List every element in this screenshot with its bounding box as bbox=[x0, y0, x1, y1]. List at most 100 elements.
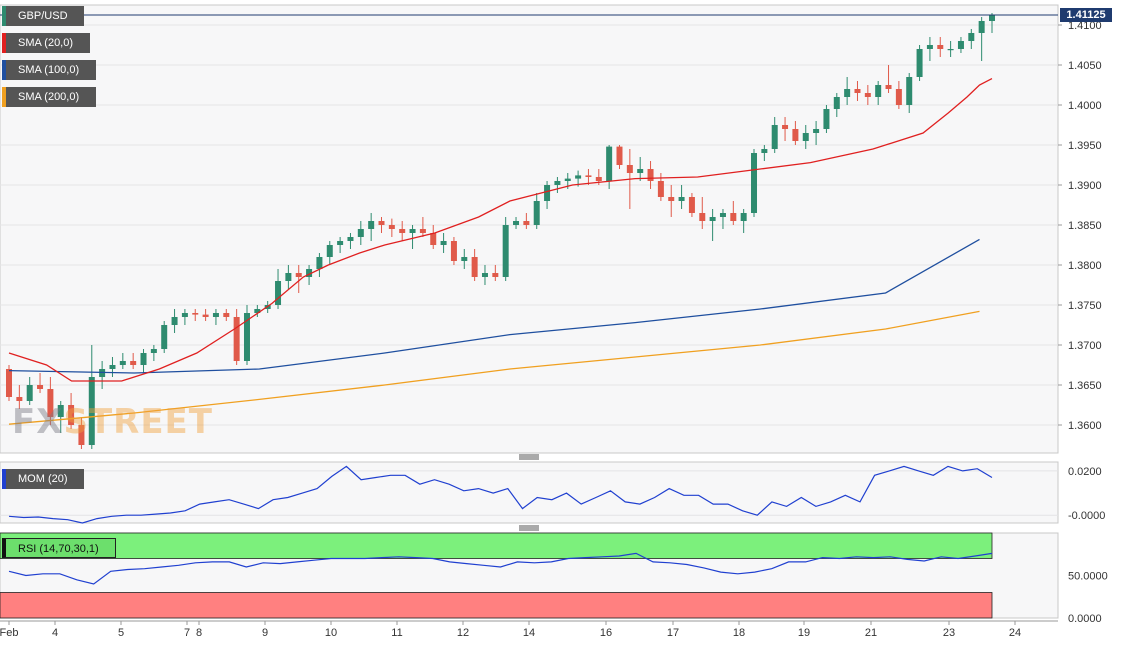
candle bbox=[709, 209, 716, 241]
price-tick-label: 1.4000 bbox=[1068, 100, 1102, 112]
candle-body bbox=[368, 221, 375, 229]
rsi-overbought-band bbox=[0, 532, 993, 559]
candle bbox=[450, 237, 457, 265]
candle bbox=[337, 237, 344, 253]
candle-body bbox=[347, 237, 354, 241]
candle-body bbox=[140, 353, 147, 365]
candle bbox=[461, 249, 468, 269]
price-tick-label: 1.3750 bbox=[1068, 300, 1102, 312]
candle-body bbox=[957, 41, 964, 49]
candle bbox=[926, 37, 933, 61]
mom-rsi-divider[interactable] bbox=[519, 525, 539, 531]
candle-body bbox=[833, 97, 840, 109]
candle-body bbox=[285, 273, 292, 281]
price-panel bbox=[0, 4, 1059, 454]
candle bbox=[119, 353, 126, 369]
candle bbox=[699, 197, 706, 229]
candle-body bbox=[595, 177, 602, 181]
price-mom-divider[interactable] bbox=[519, 454, 539, 460]
candle-body bbox=[37, 385, 44, 389]
candle-body bbox=[885, 85, 892, 89]
candle bbox=[688, 193, 695, 217]
candle bbox=[637, 157, 644, 181]
candle bbox=[782, 117, 789, 141]
candle bbox=[254, 305, 261, 317]
rsi-tick-label: 50.0000 bbox=[1068, 571, 1108, 583]
candle-body bbox=[419, 229, 426, 233]
fxstreet-watermark: FXSTREET bbox=[12, 402, 213, 442]
candle-body bbox=[461, 257, 468, 261]
x-tick-label: 14 bbox=[522, 627, 536, 639]
sma20-legend[interactable]: SMA (20,0) bbox=[2, 33, 90, 53]
candle-body bbox=[647, 169, 654, 181]
sma100-line bbox=[8, 238, 980, 374]
candle bbox=[88, 345, 95, 449]
candle bbox=[26, 377, 33, 405]
last-price-tag: 1.41125 bbox=[1060, 8, 1112, 22]
candle-body bbox=[502, 225, 509, 277]
candle bbox=[533, 193, 540, 229]
price-tick-label: 1.3900 bbox=[1068, 180, 1102, 192]
candle-body bbox=[740, 213, 747, 221]
candle bbox=[864, 85, 871, 105]
candle-body bbox=[68, 405, 75, 425]
candle-body bbox=[947, 49, 954, 51]
candle bbox=[347, 233, 354, 249]
candle-body bbox=[450, 241, 457, 261]
candle-body bbox=[699, 213, 706, 221]
candle-body bbox=[130, 361, 137, 365]
candle-body bbox=[875, 85, 882, 97]
candle-body bbox=[192, 313, 199, 315]
candle-body bbox=[668, 197, 675, 201]
mom-tick-label: 0.0200 bbox=[1068, 466, 1102, 478]
candle bbox=[430, 225, 437, 249]
candle bbox=[316, 253, 323, 277]
x-tick-label: 8 bbox=[195, 627, 203, 639]
candle-body bbox=[761, 149, 768, 153]
candle bbox=[523, 213, 530, 229]
symbol-legend[interactable]: GBP/USD bbox=[2, 6, 84, 26]
candle-body bbox=[119, 361, 126, 365]
candle-body bbox=[481, 273, 488, 277]
candle-body bbox=[181, 313, 188, 317]
candle-body bbox=[544, 185, 551, 201]
candle bbox=[357, 221, 364, 245]
candle-body bbox=[254, 309, 261, 313]
x-tick-label: 24 bbox=[1008, 627, 1022, 639]
candle-body bbox=[771, 125, 778, 149]
rsi-tick-label: 0.0000 bbox=[1068, 613, 1102, 625]
candle bbox=[813, 121, 820, 145]
candle bbox=[481, 265, 488, 285]
candle-body bbox=[782, 125, 789, 129]
candle-body bbox=[637, 169, 644, 173]
candle bbox=[306, 265, 313, 285]
candle bbox=[719, 209, 726, 229]
candle bbox=[388, 218, 395, 237]
sma100-legend[interactable]: SMA (100,0) bbox=[2, 60, 96, 80]
candle bbox=[37, 373, 44, 393]
candle-body bbox=[233, 317, 240, 361]
candle-body bbox=[844, 89, 851, 97]
x-tick-label: 5 bbox=[117, 627, 125, 639]
x-tick-label: Feb bbox=[0, 627, 19, 639]
candle-body bbox=[399, 229, 406, 233]
candle bbox=[844, 77, 851, 105]
rsi-line bbox=[8, 552, 993, 585]
candle-body bbox=[688, 197, 695, 213]
candle-body bbox=[926, 45, 933, 49]
candle-body bbox=[378, 221, 385, 225]
sma200-legend[interactable]: SMA (200,0) bbox=[2, 87, 96, 107]
candle-body bbox=[388, 225, 395, 229]
candle bbox=[471, 249, 478, 281]
candle bbox=[947, 41, 954, 57]
candle-body bbox=[275, 281, 282, 305]
price-tick-label: 1.3800 bbox=[1068, 260, 1102, 272]
candle-body bbox=[212, 313, 219, 317]
mom-legend[interactable]: MOM (20) bbox=[2, 469, 84, 489]
candle-body bbox=[316, 257, 323, 269]
candle bbox=[440, 233, 447, 253]
candle-body bbox=[409, 229, 416, 233]
candle-body bbox=[575, 175, 582, 179]
candle-body bbox=[678, 197, 685, 201]
rsi-legend[interactable]: RSI (14,70,30,1) bbox=[2, 538, 116, 558]
